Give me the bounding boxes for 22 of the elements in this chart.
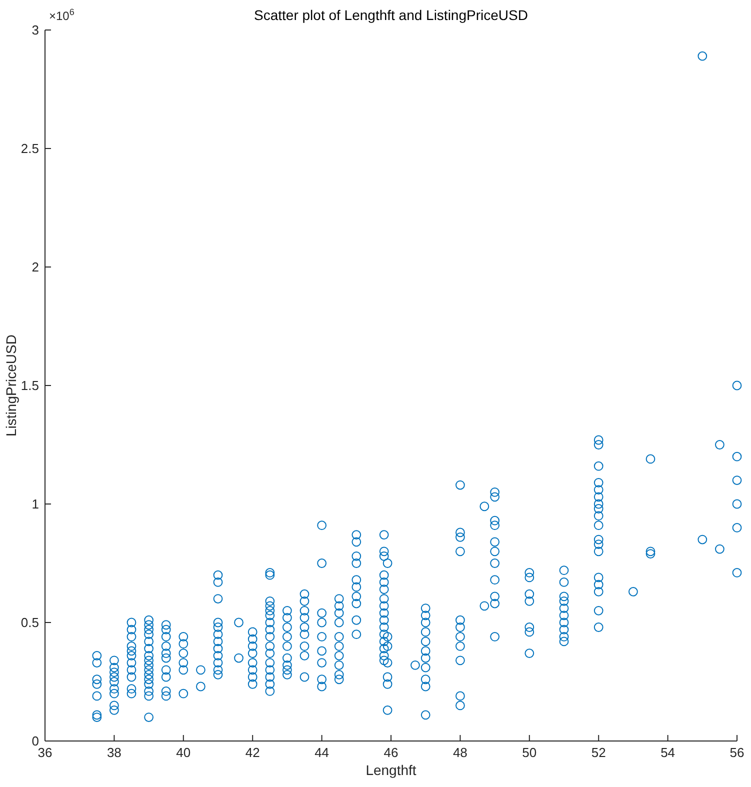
x-tick-label: 52	[591, 745, 606, 760]
y-tick-label: 0	[32, 734, 39, 749]
x-tick-label: 50	[522, 745, 537, 760]
x-tick-label: 38	[106, 745, 122, 760]
x-tick-label: 56	[730, 745, 744, 760]
y-tick-label: 1	[32, 496, 39, 512]
x-tick-label: 36	[38, 745, 52, 760]
y-tick-label: 3	[32, 22, 39, 38]
y-tick-label: 2.5	[20, 141, 39, 156]
y-axis-title: ListingPriceUSD	[3, 334, 19, 436]
text: ×10$^{6}$	[49, 7, 74, 23]
x-tick-label: 46	[384, 745, 398, 760]
x-tick-label: 54	[660, 745, 676, 760]
x-axis-title: Lengthft	[366, 762, 416, 778]
x-tick-label: 42	[245, 745, 260, 760]
chart-title: Scatter plot of Lengthft and ListingPriceUSD	[254, 7, 528, 23]
y-tick-label: 0.5	[20, 615, 39, 630]
x-tick-label: 40	[176, 745, 191, 760]
y-tick-label: 1.5	[20, 378, 39, 394]
x-tick-label: 48	[452, 745, 468, 760]
y-tick-label: 2	[32, 260, 39, 275]
x-tick-label: 44	[314, 745, 330, 760]
